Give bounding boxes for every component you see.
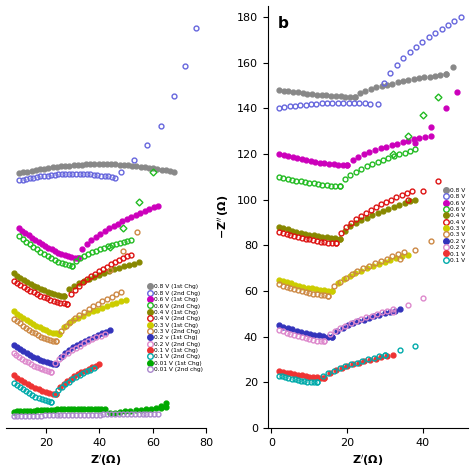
Y-axis label: $\mathbf{-Z''\,( \Omega)}$: $\mathbf{-Z''\,( \Omega)}$: [216, 195, 231, 239]
X-axis label: $\mathbf{Z'(\Omega)}$: $\mathbf{Z'(\Omega)}$: [352, 454, 383, 468]
X-axis label: $\mathbf{Z'(\Omega)}$: $\mathbf{Z'(\Omega)}$: [91, 454, 122, 468]
Legend: 0.8 V (1st Chg), 0.8 V (2nd Chg), 0.6 V (1st Chg), 0.6 V (2nd Chg), 0.4 V (1st C: 0.8 V (1st Chg), 0.8 V (2nd Chg), 0.6 V …: [146, 282, 205, 374]
Text: b: b: [278, 16, 289, 31]
Legend: 0.8 V, 0.8 V, 0.6 V, 0.6 V, 0.4 V, 0.4 V, 0.3 V, 0.3 V, 0.2 V, 0.2 V, 0.1 V, 0.1: 0.8 V, 0.8 V, 0.6 V, 0.6 V, 0.4 V, 0.4 V…: [441, 185, 467, 265]
